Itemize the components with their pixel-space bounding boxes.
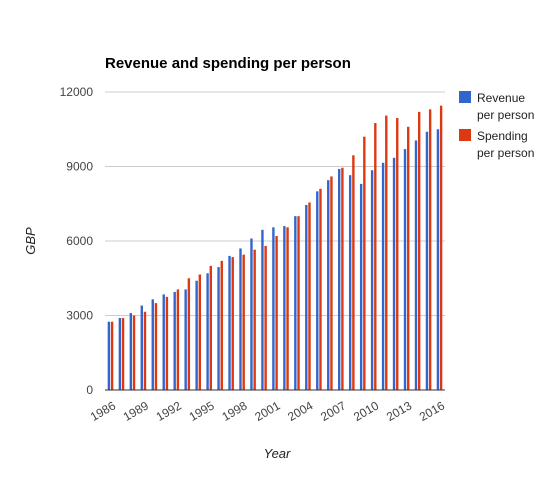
bar: [381, 162, 385, 390]
y-tick-label: 9000: [66, 160, 93, 174]
bar: [396, 118, 399, 390]
bars: [107, 105, 443, 391]
bar: [250, 238, 253, 390]
legend-label: per person: [477, 146, 534, 160]
x-tick-label: 2010: [351, 398, 381, 424]
x-tick-label: 1992: [154, 398, 184, 424]
gridlines: [105, 91, 445, 316]
bar: [359, 183, 363, 390]
bar: [428, 109, 432, 390]
bar: [187, 278, 191, 390]
bar: [436, 129, 440, 390]
x-tick-label: 2007: [318, 398, 348, 424]
bar: [154, 303, 158, 390]
bar: [352, 155, 355, 390]
x-tick-label: 1995: [187, 398, 217, 424]
bar: [228, 255, 231, 390]
bar: [316, 191, 319, 390]
bar: [151, 299, 154, 390]
bar: [129, 313, 133, 390]
legend-label: per person: [477, 108, 534, 122]
bar: [253, 249, 256, 390]
x-tick-label: 2013: [384, 398, 414, 424]
bar: [184, 289, 187, 390]
bar: [206, 273, 209, 390]
y-axis-title: GBP: [23, 227, 38, 255]
y-tick-label: 12000: [60, 85, 94, 99]
bar: [283, 226, 286, 390]
bar: [370, 170, 374, 390]
bar: [308, 202, 311, 390]
bar: [348, 175, 352, 390]
bar: [198, 274, 202, 390]
bar: [363, 136, 366, 390]
bar: [286, 227, 289, 390]
bar: [294, 216, 297, 390]
y-axis-ticks: 0 3000 6000 9000 12000: [60, 85, 94, 397]
bar: [220, 260, 223, 390]
x-tick-label: 1986: [88, 398, 118, 424]
bar: [264, 245, 267, 390]
bar: [176, 289, 180, 390]
x-tick-label: 2016: [417, 398, 447, 424]
bar: [305, 204, 308, 390]
bar: [195, 280, 198, 390]
bar: [272, 227, 275, 390]
bar: [165, 296, 169, 390]
bar: [330, 176, 333, 390]
bar: [140, 305, 143, 390]
bar: [417, 111, 421, 390]
bar: [107, 321, 111, 390]
y-tick-label: 6000: [66, 234, 93, 248]
y-tick-label: 0: [86, 383, 93, 397]
bar: [121, 317, 125, 390]
bar: [403, 149, 407, 390]
bar: [275, 236, 278, 390]
bar: [162, 294, 165, 390]
bar: [407, 126, 410, 391]
bar: [414, 140, 418, 390]
legend-label: Revenue: [477, 91, 525, 105]
bar: [173, 291, 176, 390]
legend-swatch: [459, 129, 471, 141]
x-tick-label: 1998: [219, 398, 249, 424]
x-axis-ticks: 1986 1989 1992 1995 1998 2001 2004 2007 2010 2013…: [88, 398, 447, 424]
bar: [327, 180, 330, 390]
x-tick-label: 2001: [252, 398, 282, 424]
bar: [341, 167, 344, 390]
bar: [439, 105, 443, 391]
bar: [242, 254, 245, 390]
x-axis-title: Year: [264, 446, 291, 461]
chart-title: Revenue and spending per person: [105, 55, 351, 72]
bar: [297, 216, 300, 390]
bar: [118, 317, 122, 390]
bar: [261, 229, 264, 390]
x-tick-label: 2004: [285, 398, 315, 424]
legend: Revenue per person Spending per person: [459, 91, 534, 160]
bar: [239, 248, 242, 390]
bar: [217, 267, 220, 390]
y-tick-label: 3000: [66, 309, 93, 323]
bar: [338, 168, 341, 390]
bar: [231, 257, 234, 390]
bar: [392, 157, 396, 390]
bar: [209, 265, 212, 390]
bar: [385, 115, 388, 390]
bar: [132, 315, 136, 390]
bar: [319, 188, 322, 390]
x-tick-label: 1989: [121, 398, 151, 424]
legend-swatch: [459, 91, 471, 103]
bar: [374, 123, 377, 391]
bar: [425, 131, 429, 390]
bar: [143, 311, 147, 390]
bar: [110, 321, 114, 390]
legend-label: Spending: [477, 129, 528, 143]
